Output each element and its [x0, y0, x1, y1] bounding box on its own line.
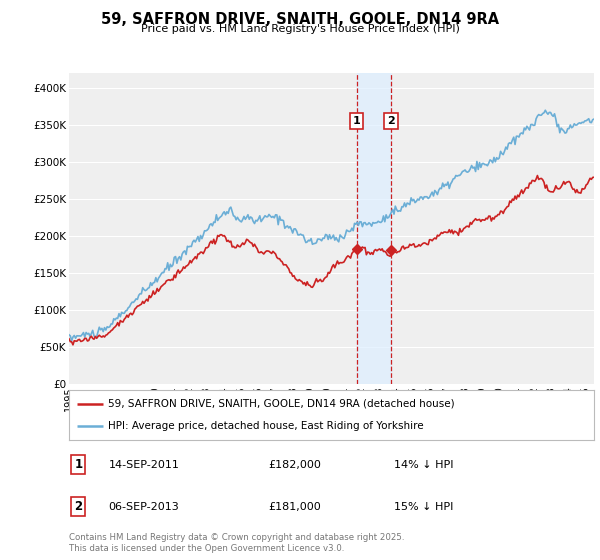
Text: 15% ↓ HPI: 15% ↓ HPI: [395, 502, 454, 512]
Text: 1: 1: [353, 116, 361, 126]
Text: 2: 2: [74, 500, 83, 514]
Text: 2: 2: [387, 116, 395, 126]
Text: 59, SAFFRON DRIVE, SNAITH, GOOLE, DN14 9RA: 59, SAFFRON DRIVE, SNAITH, GOOLE, DN14 9…: [101, 12, 499, 27]
Text: HPI: Average price, detached house, East Riding of Yorkshire: HPI: Average price, detached house, East…: [109, 421, 424, 431]
Text: £182,000: £182,000: [269, 460, 322, 470]
Text: Price paid vs. HM Land Registry's House Price Index (HPI): Price paid vs. HM Land Registry's House …: [140, 24, 460, 34]
Text: 1: 1: [74, 458, 83, 472]
Text: Contains HM Land Registry data © Crown copyright and database right 2025.
This d: Contains HM Land Registry data © Crown c…: [69, 533, 404, 553]
Bar: [356, 73, 391, 384]
Text: 14-SEP-2011: 14-SEP-2011: [109, 460, 179, 470]
Text: £181,000: £181,000: [269, 502, 321, 512]
Text: 06-SEP-2013: 06-SEP-2013: [109, 502, 179, 512]
Text: 14% ↓ HPI: 14% ↓ HPI: [395, 460, 454, 470]
Text: 59, SAFFRON DRIVE, SNAITH, GOOLE, DN14 9RA (detached house): 59, SAFFRON DRIVE, SNAITH, GOOLE, DN14 9…: [109, 399, 455, 409]
